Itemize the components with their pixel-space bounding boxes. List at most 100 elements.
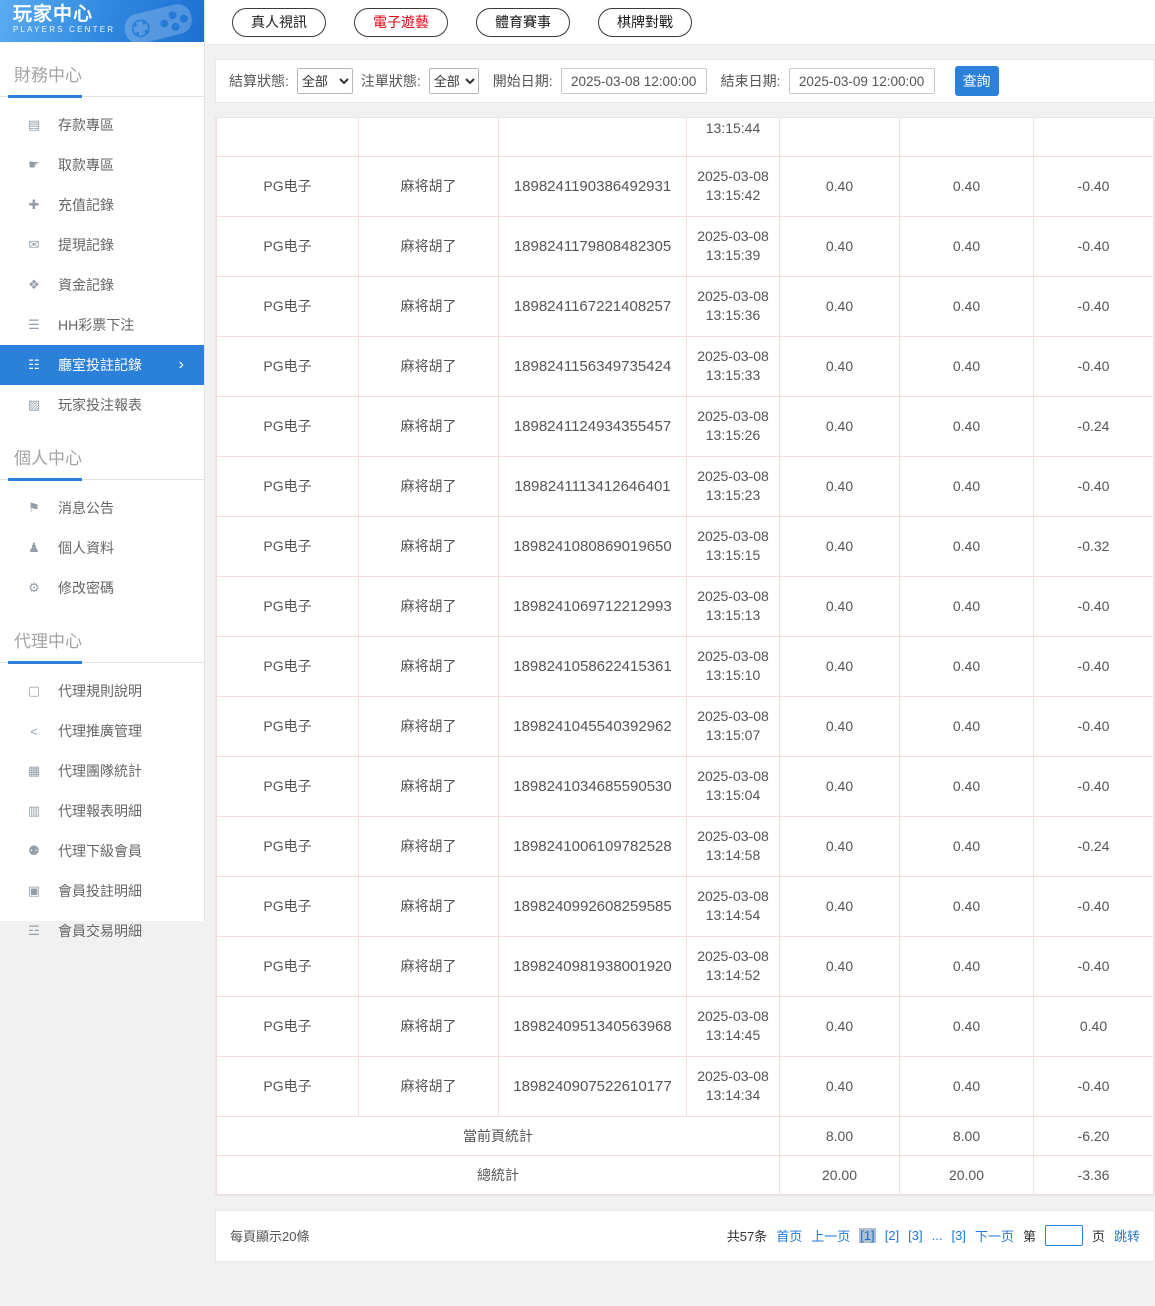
clipboard-icon: ▣ xyxy=(27,883,41,898)
order-status-select[interactable]: 全部 xyxy=(428,68,479,94)
table-row: PG电子 麻将胡了 1898240951340563968 2025-03-08 13:… xyxy=(216,995,1154,1057)
sidebar-item-hh-lottery-bets[interactable]: ☰ HH彩票下注 xyxy=(0,305,204,345)
pagination-bar: 每頁顯示20條 共57条 首页 上一页 [1] [2] [3]... [3] 下一页第 页跳转 xyxy=(215,1209,1155,1262)
next-page-link[interactable]: 下一页 xyxy=(974,1229,1014,1244)
person-icon: ♟ xyxy=(28,540,40,555)
jump-prefix-text: 第 xyxy=(1022,1229,1036,1244)
filter-bar: 結算狀態: 全部 注單狀態: 全部 開始日期: 結束日期: 查詢 xyxy=(215,59,1155,103)
wallet-icon: ✉ xyxy=(28,237,40,252)
end-date-input[interactable] xyxy=(788,68,935,94)
summary-valid-cell: 20.00 xyxy=(899,1154,1034,1195)
tab-board-games[interactable]: 棋牌對戰 xyxy=(598,7,692,37)
game-cell xyxy=(358,118,499,157)
prev-page-link[interactable]: 上一页 xyxy=(811,1229,851,1244)
game-cell: 麻将胡了 xyxy=(358,755,499,817)
sidebar-item-agent-report-detail[interactable]: ▥ 代理報表明細 xyxy=(0,791,204,831)
tab-sports[interactable]: 體育賽事 xyxy=(476,7,570,37)
sidebar-item-change-password[interactable]: ⚙ 修改密碼 xyxy=(0,568,204,608)
bet-amount-cell: 0.40 xyxy=(779,515,900,577)
platform-cell: PG电子 xyxy=(216,935,359,997)
table-row: PG电子 麻将胡了 1898241080869019650 2025-03-08 13:… xyxy=(216,515,1154,577)
page-link-3[interactable]: [3] xyxy=(908,1228,923,1243)
page-link-4[interactable]: ... xyxy=(931,1228,943,1243)
section-title: 財務中心 xyxy=(0,55,204,98)
current-page-link[interactable]: [1] xyxy=(859,1228,876,1243)
sidebar-item-agent-sub-members[interactable]: ⚉ 代理下級會員 xyxy=(0,831,204,871)
sidebar-item-label: HH彩票下注 xyxy=(58,317,135,333)
sidebar-section: 個人中心 ⚑ 消息公告 ♟ 個人資料 ⚙ 修改密碼 xyxy=(0,438,204,608)
sidebar-item-agent-team-stats[interactable]: ▦ 代理團隊統計 xyxy=(0,751,204,791)
bet-time-cell: 13:15:44 xyxy=(686,118,780,157)
sidebar-item-agent-promotion[interactable]: < 代理推廣管理 xyxy=(0,711,204,751)
sidebar-item-announcements[interactable]: ⚑ 消息公告 xyxy=(0,488,204,528)
sidebar-item-member-trans-detail[interactable]: ☲ 會員交易明細 xyxy=(0,911,204,951)
sidebar-item-withdraw-area[interactable]: ☛ 取款專區 xyxy=(0,145,204,185)
bet-records-table: 13:15:44 PG电子 麻将胡了 1898241190386492931 2025-… xyxy=(216,118,1154,1195)
tab-e-games[interactable]: 電子遊藝 xyxy=(354,7,448,37)
bet-time-cell: 2025-03-08 13:14:58 xyxy=(686,815,780,877)
bet-amount-cell: 0.40 xyxy=(779,875,900,937)
sidebar-item-withdrawal-records[interactable]: ✉ 提現記錄 xyxy=(0,225,204,265)
per-page-text: 每頁顯示20條 xyxy=(230,1229,310,1244)
sidebar-item-label: 代理團隊統計 xyxy=(58,763,142,779)
tab-live-casino[interactable]: 真人視訊 xyxy=(232,7,326,37)
game-cell: 麻将胡了 xyxy=(358,395,499,457)
summary-winloss-cell: -3.36 xyxy=(1033,1154,1154,1195)
winloss-cell: -0.24 xyxy=(1033,395,1154,457)
page-jump-input[interactable] xyxy=(1044,1225,1083,1246)
valid-amount-cell: 0.40 xyxy=(899,635,1034,697)
users-icon: ⚉ xyxy=(28,843,40,858)
section-items: ▤ 存款專區 ☛ 取款專區 ✚ 充值記錄 ✉ 提現記錄 ❖ 資金記錄 ☰ HH彩票下注 ☷ 廳室投註記錄 ›… xyxy=(0,97,204,425)
bet-time-line: 13:15:33 xyxy=(705,367,761,383)
sidebar-item-deposit-area[interactable]: ▤ 存款專區 xyxy=(0,105,204,145)
sidebar-item-room-bet-records[interactable]: ☷ 廳室投註記錄 › xyxy=(0,345,204,385)
bet-time-cell: 2025-03-08 13:14:52 xyxy=(686,935,780,997)
sidebar-item-member-bet-detail[interactable]: ▣ 會員投註明細 xyxy=(0,871,204,911)
app-title: 玩家中心 xyxy=(13,4,94,25)
order-id-cell: 1898241156349735424 xyxy=(498,335,687,397)
bet-time-line: 13:14:58 xyxy=(705,847,761,863)
settle-status-select[interactable]: 全部 xyxy=(296,68,353,94)
order-id-cell: 1898241190386492931 xyxy=(498,155,687,217)
bet-amount-cell: 0.40 xyxy=(779,695,900,757)
order-id-cell: 1898241113412646401 xyxy=(498,455,687,517)
sidebar-item-recharge-records[interactable]: ✚ 充值記錄 xyxy=(0,185,204,225)
winloss-cell: -0.40 xyxy=(1033,455,1154,517)
platform-cell: PG电子 xyxy=(216,995,359,1057)
sidebar-item-player-bet-report[interactable]: ▨ 玩家投注報表 xyxy=(0,385,204,425)
bet-time-line: 13:14:52 xyxy=(705,967,761,983)
bet-amount-cell: 0.40 xyxy=(779,395,900,457)
bet-time-cell: 2025-03-08 13:14:34 xyxy=(686,1055,780,1117)
platform-cell: PG电子 xyxy=(216,755,359,817)
sidebar-item-profile[interactable]: ♟ 個人資料 xyxy=(0,528,204,568)
sidebar-item-funds-records[interactable]: ❖ 資金記錄 xyxy=(0,265,204,305)
bet-time-cell: 2025-03-08 13:14:54 xyxy=(686,875,780,937)
pagination-controls: 共57条 首页 上一页 [1] [2] [3]... [3] 下一页第 页跳转 xyxy=(727,1225,1140,1246)
jump-button[interactable]: 跳转 xyxy=(1113,1229,1140,1244)
sidebar-item-agent-rules[interactable]: ▢ 代理規則說明 xyxy=(0,671,204,711)
page-link-2[interactable]: [2] xyxy=(884,1228,900,1243)
first-page-link[interactable]: 首页 xyxy=(776,1229,803,1244)
page-link-5[interactable]: [3] xyxy=(951,1228,966,1243)
platform-cell: PG电子 xyxy=(216,455,359,517)
table-row: PG电子 麻将胡了 1898241006109782528 2025-03-08 13:… xyxy=(216,815,1154,877)
bet-date-line: 2025-03-08 xyxy=(697,828,769,844)
query-button[interactable]: 查詢 xyxy=(954,66,999,96)
bet-amount-cell: 0.40 xyxy=(779,935,900,997)
bet-amount-cell: 0.40 xyxy=(779,995,900,1057)
bet-time-cell: 2025-03-08 13:15:15 xyxy=(686,515,780,577)
winloss-cell: -0.40 xyxy=(1033,755,1154,817)
game-cell: 麻将胡了 xyxy=(358,815,499,877)
order-id-cell: 1898241179808482305 xyxy=(498,215,687,277)
bet-time-line: 13:14:34 xyxy=(705,1087,761,1103)
sidebar-item-label: 資金記錄 xyxy=(58,277,114,293)
order-id-cell: 1898241069712212993 xyxy=(498,575,687,637)
sidebar-item-label: 代理規則說明 xyxy=(58,683,142,699)
valid-amount-cell: 0.40 xyxy=(899,755,1034,817)
sidebar-item-label: 修改密碼 xyxy=(58,580,114,596)
bet-time-cell: 2025-03-08 13:15:42 xyxy=(686,155,780,217)
table-row: PG电子 麻将胡了 1898240907522610177 2025-03-08 13:… xyxy=(216,1055,1154,1117)
valid-amount-cell: 0.40 xyxy=(899,575,1034,637)
start-date-input[interactable] xyxy=(560,68,707,94)
sidebar-section: 代理中心 ▢ 代理規則說明 < 代理推廣管理 ▦ 代理團隊統計 ▥ 代理報表明細 ⚉ 代理下級會員 ▣… xyxy=(0,621,204,951)
